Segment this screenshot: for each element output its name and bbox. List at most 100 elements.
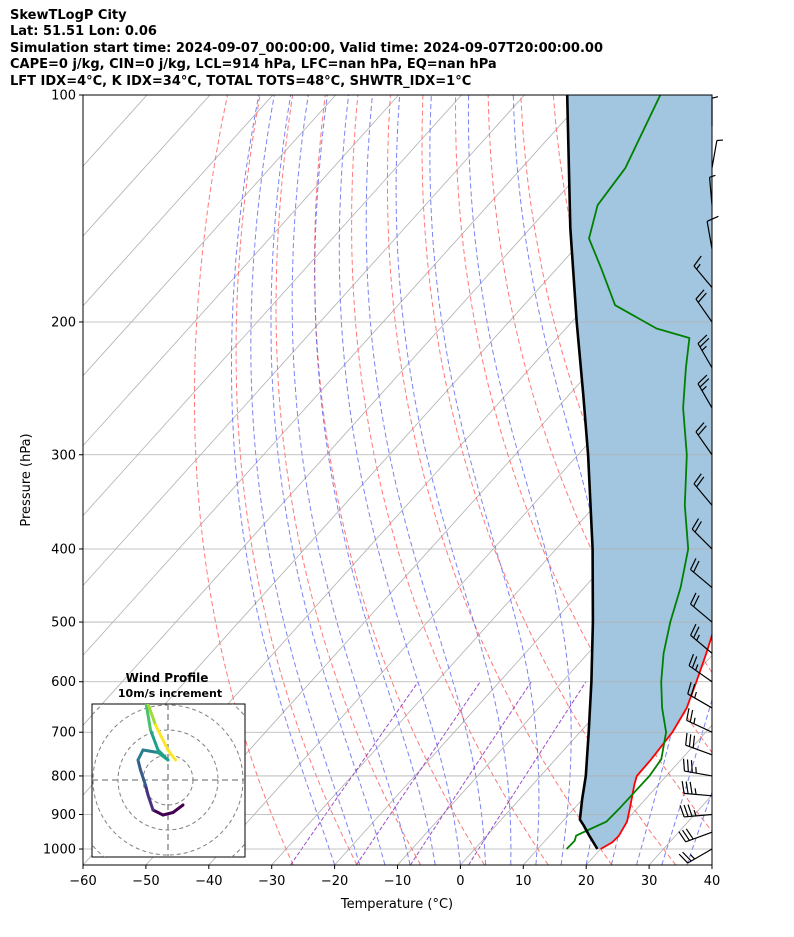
moist-adiabat-line (686, 790, 712, 865)
isotherm-line (271, 375, 712, 865)
location-line: Lat: 51.51 Lon: 0.06 (10, 24, 157, 40)
isotherm-line (83, 95, 399, 447)
isotherm-line (460, 584, 712, 865)
dry-adiabat-line (421, 95, 677, 865)
hodograph-segment (146, 713, 152, 732)
y-tick-label: 1000 (43, 843, 76, 858)
mixing-ratio-line (290, 681, 419, 865)
dry-adiabat-line (520, 95, 712, 674)
wind-barb (686, 708, 713, 733)
wind-barb (681, 781, 713, 797)
moist-adiabat-line (270, 95, 386, 865)
wind-barb (697, 374, 713, 409)
x-tick-label: −40 (195, 874, 222, 889)
hodograph-segment (156, 748, 170, 762)
wind-barb (711, 96, 719, 127)
x-tick-label: −60 (69, 874, 96, 889)
wind-barb (711, 139, 724, 169)
hodograph-title: Wind Profile (126, 671, 209, 685)
time-line: Simulation start time: 2024-09-07_00:00:… (10, 40, 603, 56)
chart-header: SkewTLogP City Lat: 51.51 Lon: 0.06 Simu… (10, 8, 603, 90)
isotherm-line (83, 95, 525, 587)
wind-barb (682, 758, 713, 777)
hodograph-segment (154, 723, 170, 752)
y-tick-label: 100 (51, 89, 76, 104)
dry-adiabat-line (235, 95, 358, 865)
wind-barb (695, 289, 713, 323)
y-tick-label: 400 (51, 542, 76, 557)
moist-adiabat-line (291, 95, 411, 865)
dry-adiabat-line (194, 95, 294, 865)
moist-adiabat-line (395, 95, 512, 865)
y-tick-label: 300 (51, 448, 76, 463)
y-tick-label: 900 (51, 808, 76, 823)
dewpoint-line (565, 95, 691, 850)
hodograph-segment (171, 803, 185, 814)
wind-barb (708, 174, 716, 206)
wind-barb (687, 681, 713, 709)
moist-adiabat-line (661, 697, 712, 865)
moist-adiabat-line (512, 95, 610, 865)
hodograph-segment (136, 748, 145, 762)
wind-barb (690, 592, 713, 623)
wind-barb (690, 623, 713, 654)
y-tick-label: 800 (51, 769, 76, 784)
isotherm-line (711, 864, 712, 865)
moist-adiabat-line (231, 95, 336, 865)
dry-adiabat-line (749, 95, 794, 865)
chart-title: SkewTLogP City (10, 8, 127, 23)
y-tick-label: 200 (51, 315, 76, 330)
moist-adiabat-line (467, 95, 572, 865)
hodograph-segment (146, 793, 155, 812)
isotherm-line (83, 95, 211, 237)
parcel-profile-line (565, 95, 599, 850)
wind-barb (685, 732, 713, 756)
cape-fill (567, 95, 712, 849)
hodograph-inset: Wind Profile 10m/s increment (91, 671, 246, 858)
dry-adiabat-line (275, 95, 422, 865)
dry-adiabat-line (351, 95, 549, 865)
isotherm-line (145, 235, 712, 865)
dry-adiabat-line (386, 95, 613, 865)
cape-cin-fill (567, 95, 712, 849)
moist-adiabat-line (338, 95, 461, 865)
x-tick-label: 10 (515, 874, 532, 889)
moist-adiabat-line (314, 95, 436, 865)
x-tick-label: 40 (704, 874, 721, 889)
dry-adiabat-line (313, 95, 485, 865)
cape-line: CAPE=0 j/kg, CIN=0 j/kg, LCL=914 hPa, LF… (10, 57, 497, 73)
x-tick-label: 0 (456, 874, 464, 889)
isotherm-line (208, 305, 712, 865)
moist-adiabat-line (711, 863, 712, 865)
isotherm-line (397, 514, 712, 865)
profile-lines (565, 95, 712, 850)
x-tick-label: 30 (641, 874, 658, 889)
x-axis-label: Temperature (°C) (340, 897, 453, 912)
hodograph-subtitle: 10m/s increment (118, 687, 222, 700)
isotherm-line (83, 95, 274, 307)
y-tick-label: 600 (51, 675, 76, 690)
x-tick-label: 20 (578, 874, 595, 889)
hodograph-segment (136, 758, 142, 772)
wind-barb (706, 215, 719, 250)
wind-barb (693, 473, 713, 506)
dry-adiabat-line (781, 95, 794, 865)
axes: −60 −50 −40 −30 −20 −10 0 10 20 30 40 100 200 300 400 5… (43, 89, 720, 890)
y-tick-label: 500 (51, 616, 76, 631)
mixing-ratio-line (409, 681, 532, 865)
mixing-ratio-line (355, 681, 481, 865)
hodograph-segment (139, 768, 147, 787)
wind-barb (678, 828, 713, 843)
y-tick-label: 700 (51, 726, 76, 741)
hodograph-segment (141, 748, 160, 754)
wind-barb (688, 653, 713, 683)
moist-adiabat-line (250, 95, 361, 865)
wind-barb (690, 558, 713, 588)
x-tick-label: −10 (384, 874, 411, 889)
temperature-line (600, 632, 712, 850)
isotherm-line (83, 95, 462, 517)
wind-barbs (678, 96, 724, 864)
wind-barb (695, 422, 713, 456)
index-line: LFT IDX=4°C, K IDX=34°C, TOTAL TOTS=48°C… (10, 73, 472, 89)
